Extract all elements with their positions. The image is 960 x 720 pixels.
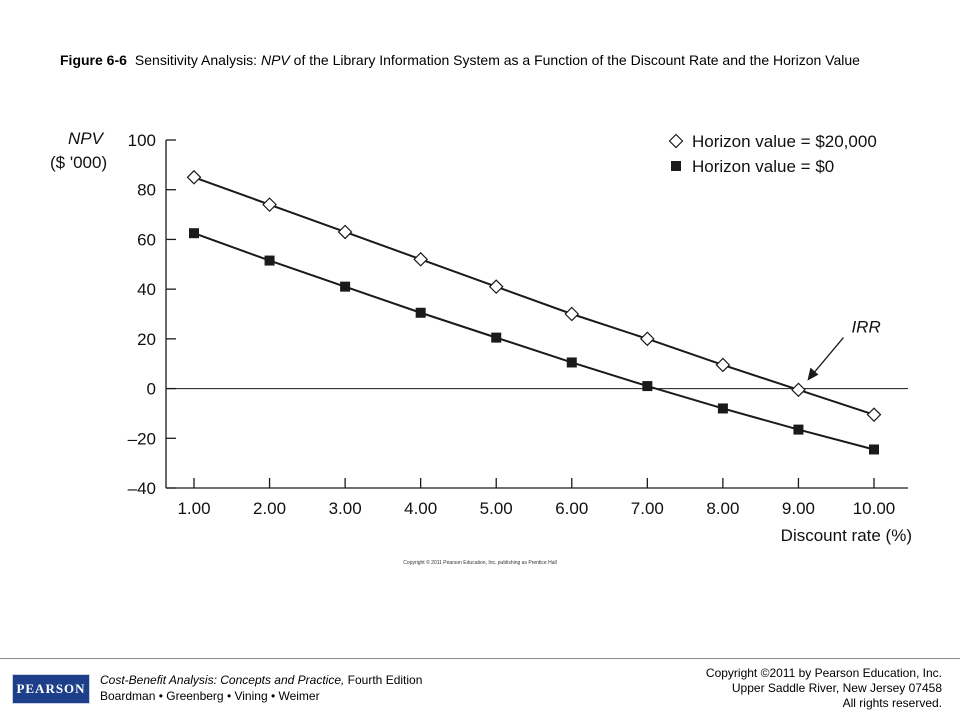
data-point-diamond: [639, 331, 655, 347]
y-tick-label: 0: [147, 380, 156, 399]
x-tick-label: 10.00: [853, 499, 896, 518]
data-point-square: [717, 403, 728, 414]
x-tick-label: 6.00: [555, 499, 588, 518]
series-line-2: [193, 232, 875, 451]
data-point-diamond: [715, 357, 731, 373]
book-info: Cost-Benefit Analysis: Concepts and Prac…: [100, 672, 422, 704]
y-tick-label: 100: [128, 131, 156, 150]
irr-arrow-head: [807, 367, 819, 381]
data-point-diamond: [564, 306, 580, 322]
data-point-square: [264, 255, 275, 266]
x-tick-label: 5.00: [480, 499, 513, 518]
caption-text-italic: NPV: [260, 52, 290, 68]
data-point-diamond: [488, 279, 504, 295]
npv-chart: 100 80 60 40 20 0 –20 –40 1.00 2.00 3.00 4.00 5.00 6.…: [50, 129, 912, 566]
x-tick-label: 4.00: [404, 499, 437, 518]
copyright-line-1: Copyright ©2011 by Pearson Education, In…: [705, 666, 942, 680]
chart-copyright-note: Copyright © 2011 Pearson Education, Inc.…: [403, 559, 556, 566]
copyright-block: Copyright ©2011 by Pearson Education, In…: [706, 666, 942, 711]
data-point-square: [491, 332, 502, 343]
y-tick-label: 20: [137, 330, 156, 349]
y-tick-label: –40: [128, 479, 156, 498]
data-point-square: [340, 281, 351, 292]
data-point-diamond: [791, 382, 806, 398]
data-point-square: [793, 424, 804, 435]
y-tick-label: –20: [128, 429, 156, 448]
data-point-diamond: [413, 251, 429, 267]
x-tick-label: 9.00: [782, 499, 815, 518]
figure-label: Figure 6-6: [60, 52, 127, 68]
data-point-square: [566, 357, 577, 368]
legend-label-1: Horizon value = $20,000: [692, 132, 877, 151]
y-tick-label: 80: [137, 181, 156, 200]
series-line-1: [193, 176, 875, 416]
y-tick-label: 40: [137, 280, 156, 299]
legend-marker-square: [671, 161, 681, 171]
data-point-diamond: [866, 407, 882, 423]
data-point-diamond: [186, 169, 202, 185]
y-axis-title-units: ($ '000): [50, 153, 107, 172]
data-point-square: [869, 444, 879, 455]
data-point-square: [189, 228, 199, 239]
copyright-line-2: Upper Saddle River, New Jersey 07458: [731, 681, 942, 695]
data-point-square: [415, 307, 426, 318]
irr-arrow-shaft: [811, 337, 844, 375]
footer-divider: [0, 658, 960, 659]
irr-annotation: IRR: [851, 318, 880, 337]
y-tick-label: 60: [137, 230, 156, 249]
caption-text-after: of the Library Information System as a F…: [289, 52, 860, 68]
legend-marker-diamond: [668, 133, 684, 149]
x-tick-label: 3.00: [329, 499, 362, 518]
x-tick-label: 1.00: [177, 499, 210, 518]
book-edition: Fourth Edition: [344, 673, 423, 687]
copyright-line-3: All rights reserved.: [842, 696, 942, 710]
figure-caption: Figure 6-6 Sensitivity Analysis: NPV of t…: [60, 52, 900, 68]
book-authors: Boardman • Greenberg • Vining • Weimer: [100, 689, 320, 703]
data-point-square: [642, 381, 653, 392]
data-point-diamond: [262, 197, 277, 212]
pearson-logo: PEARSON: [12, 674, 90, 704]
caption-text-before: Sensitivity Analysis:: [134, 52, 261, 68]
x-tick-label: 2.00: [253, 499, 286, 518]
x-axis-title: Discount rate (%): [781, 526, 912, 545]
x-tick-label: 7.00: [631, 499, 664, 518]
x-tick-label: 8.00: [706, 499, 739, 518]
data-point-diamond: [337, 224, 353, 240]
legend-label-2: Horizon value = $0: [692, 157, 834, 176]
y-axis-title: NPV: [68, 129, 105, 148]
book-title: Cost-Benefit Analysis: Concepts and Prac…: [100, 673, 345, 687]
